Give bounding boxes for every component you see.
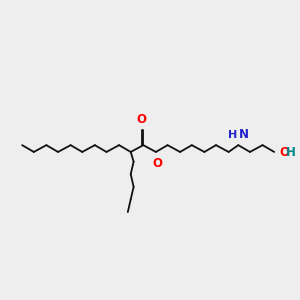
Text: O: O [136, 113, 146, 126]
Text: N: N [239, 128, 249, 141]
Text: H: H [286, 146, 296, 159]
Text: O: O [279, 146, 289, 159]
Text: H: H [228, 130, 237, 140]
Text: O: O [152, 157, 162, 170]
